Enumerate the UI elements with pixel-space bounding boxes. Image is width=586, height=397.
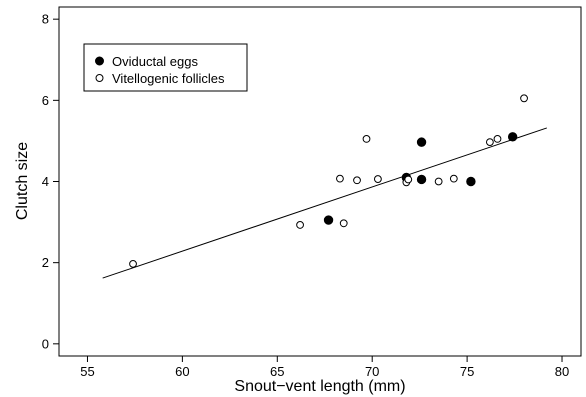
- legend: Oviductal eggs Vitellogenic follicles: [83, 43, 248, 92]
- point-vitellogenic-follicles-5: [362, 134, 371, 143]
- x-tick-label-80: 80: [555, 364, 569, 379]
- legend-marker-vitellogenic-follicles: [95, 74, 104, 82]
- point-vitellogenic-follicles-13: [520, 94, 528, 103]
- legend-label-oviductal-eggs: Oviductal eggs: [112, 54, 198, 69]
- y-tick-label-0: 0: [42, 336, 49, 351]
- legend-marker-oviductal-eggs: [95, 56, 104, 66]
- x-axis-label: Snout−vent length (mm): [234, 378, 405, 395]
- point-vitellogenic-follicles-11: [485, 138, 494, 147]
- fit-line-group: [102, 127, 547, 279]
- point-oviductal-eggs-0: [323, 215, 334, 225]
- point-oviductal-eggs-4: [466, 176, 476, 187]
- point-vitellogenic-follicles-12: [493, 134, 502, 143]
- x-tick-label-75: 75: [460, 364, 474, 379]
- point-vitellogenic-follicles-10: [449, 174, 458, 183]
- data-points: [129, 94, 528, 268]
- regression-line: [102, 127, 547, 279]
- axis-ticks: 55 60 65 70 75 80 0 2 4 6 8: [42, 12, 569, 379]
- point-oviductal-eggs-5: [507, 132, 518, 142]
- legend-box: [83, 43, 248, 92]
- point-vitellogenic-follicles-9: [434, 177, 443, 186]
- x-tick-label-70: 70: [365, 364, 379, 379]
- point-oviductal-eggs-3: [416, 174, 427, 185]
- point-vitellogenic-follicles-0: [129, 259, 137, 268]
- y-tick-label-6: 6: [42, 93, 49, 108]
- point-vitellogenic-follicles-8: [404, 175, 413, 184]
- x-tick-label-60: 60: [175, 364, 189, 379]
- y-tick-label-2: 2: [42, 255, 49, 270]
- y-tick-label-8: 8: [42, 12, 49, 27]
- point-vitellogenic-follicles-1: [296, 221, 304, 229]
- x-tick-label-65: 65: [270, 364, 284, 379]
- point-vitellogenic-follicles-6: [373, 175, 382, 183]
- point-oviductal-eggs-2: [416, 137, 427, 147]
- point-vitellogenic-follicles-4: [353, 176, 361, 185]
- y-axis-label: Clutch size: [14, 142, 31, 220]
- point-vitellogenic-follicles-3: [339, 219, 348, 228]
- legend-label-vitellogenic-follicles: Vitellogenic follicles: [112, 71, 225, 86]
- x-tick-label-55: 55: [80, 364, 94, 379]
- point-vitellogenic-follicles-2: [336, 174, 344, 183]
- y-tick-label-4: 4: [42, 174, 49, 189]
